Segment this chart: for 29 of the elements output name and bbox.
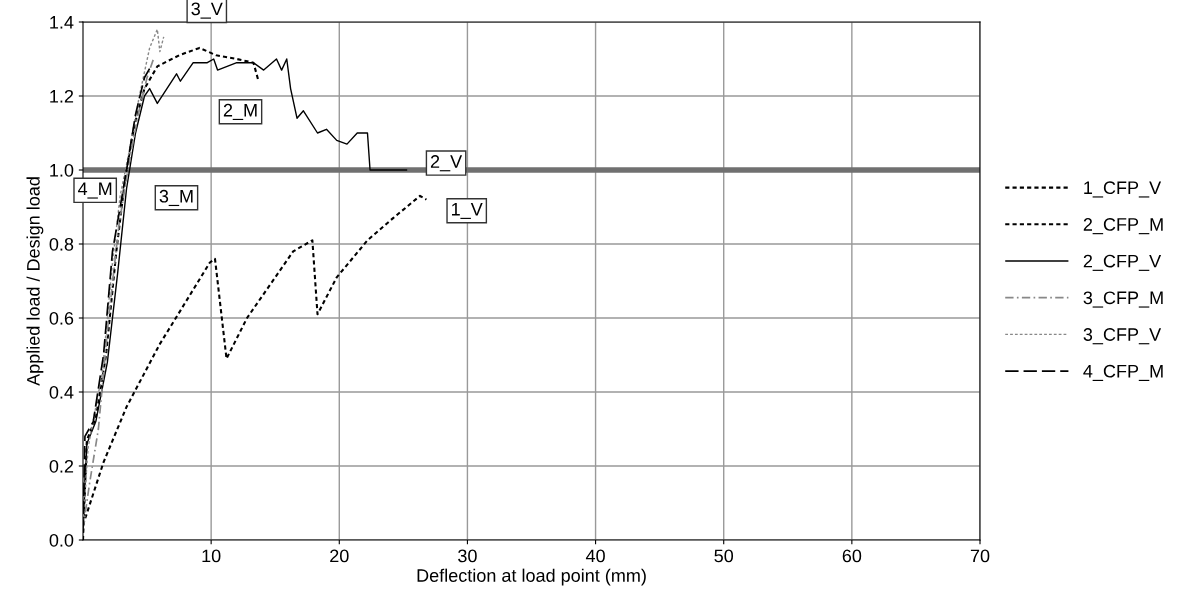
y-axis-title: Applied load / Design load bbox=[26, 177, 44, 386]
legend-label: 3_CFP_V bbox=[1083, 328, 1162, 345]
legend-label: 2_CFP_M bbox=[1083, 218, 1163, 235]
legend-label: 3_CFP_M bbox=[1083, 291, 1163, 308]
x-tick-label: 30 bbox=[458, 549, 477, 563]
y-tick-label: 0.8 bbox=[49, 237, 74, 251]
x-tick-label: 40 bbox=[585, 549, 605, 563]
annotation: 1_V bbox=[452, 202, 483, 219]
y-tick-label: 1.2 bbox=[50, 89, 74, 103]
y-tick-label: 0.0 bbox=[49, 533, 74, 547]
x-tick-label: 60 bbox=[842, 549, 862, 563]
legend-label: 2_CFP_V bbox=[1083, 254, 1162, 271]
x-tick-label: 20 bbox=[330, 549, 349, 563]
annotation: 2_M bbox=[223, 103, 257, 121]
y-tick-label: 1.4 bbox=[50, 16, 74, 29]
annotation: 3_V bbox=[191, 2, 223, 19]
y-tick-label: 1.0 bbox=[50, 163, 74, 177]
x-tick-label: 50 bbox=[714, 549, 734, 563]
x-axis-title: Deflection at load point (mm) bbox=[417, 568, 646, 586]
x-tick-label: 70 bbox=[970, 549, 990, 563]
legend-label: 1_CFP_V bbox=[1084, 181, 1162, 198]
annotation: 4_M bbox=[78, 182, 112, 199]
annotation: 2_V bbox=[430, 155, 463, 172]
y-tick-label: 0.6 bbox=[49, 311, 74, 325]
legend-label: 4_CFP_M bbox=[1083, 364, 1163, 381]
y-tick-label: 0.4 bbox=[49, 385, 74, 399]
annotation: 3_M bbox=[159, 189, 193, 207]
y-tick-label: 0.2 bbox=[49, 459, 74, 473]
x-tick-label: 10 bbox=[202, 549, 221, 563]
